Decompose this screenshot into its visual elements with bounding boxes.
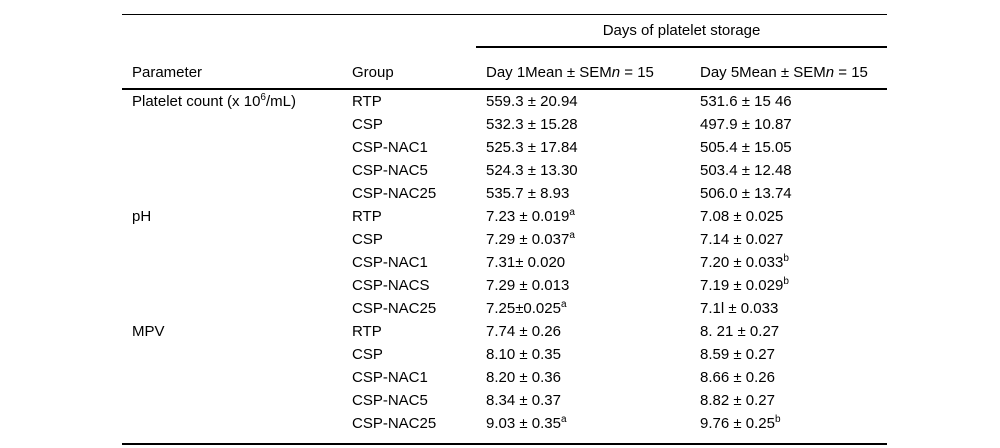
group-cell: CSP-NAC5 [352, 162, 428, 179]
table-row: CSP-NAC25 7.25±0.025a 7.1l ± 0.033 [122, 297, 887, 320]
parameter-cell [122, 113, 342, 136]
table-header: Days of platelet storage Parameter Group… [122, 14, 887, 90]
superscript-annotation: a [560, 299, 567, 310]
column-header-group: Group [342, 47, 476, 90]
day1-value-cell: 7.29 ± 0.013 [486, 277, 570, 294]
day1-value-cell: 7.74 ± 0.26 [486, 323, 561, 340]
table-body: Platelet count (x 106/mL) RTP 559.3 ± 20.9… [122, 89, 887, 444]
day1-value-cell: 8.20 ± 0.36 [486, 369, 561, 386]
group-cell: RTP [352, 93, 382, 110]
day5-value-cell: 8.82 ± 0.27 [700, 392, 775, 409]
day5-value-cell: 8. 21 ± 0.27 [700, 323, 780, 340]
parameter-cell: Platelet count (x 106/mL) [132, 92, 296, 111]
day1-value-cell: 524.3 ± 13.30 [486, 162, 578, 179]
italic-n: n [825, 64, 835, 81]
italic-n: n [611, 64, 621, 81]
group-cell: CSP-NAC25 [352, 185, 437, 202]
group-cell: CSP-NAC5 [352, 392, 428, 409]
day5-value-cell: 8.66 ± 0.26 [700, 369, 775, 386]
table-row: CSP-NACS 7.29 ± 0.013 7.19 ± 0.029b [122, 274, 887, 297]
parameter-cell: pH [132, 208, 152, 225]
superscript-annotation: b [783, 276, 789, 287]
group-cell: CSP [352, 231, 383, 248]
day1-value-cell: 525.3 ± 17.84 [486, 139, 578, 156]
group-cell: CSP-NAC25 [352, 415, 437, 432]
column-header-row: Parameter Group Day 1Mean ± SEMn = 15 Da… [122, 47, 887, 90]
table-row: pH RTP 7.23 ± 0.019a 7.08 ± 0.025 [122, 205, 887, 228]
superscript-annotation: b [774, 414, 781, 425]
table-row: CSP 7.29 ± 0.037a 7.14 ± 0.027 [122, 228, 887, 251]
column-header-parameter: Parameter [122, 47, 342, 90]
day5-value-cell: 7.14 ± 0.027 [700, 231, 784, 248]
table-row: CSP-NAC5 524.3 ± 13.30 503.4 ± 12.48 [122, 159, 887, 182]
day5-value-cell: 7.19 ± 0.029b [700, 276, 789, 295]
group-cell: CSP-NAC1 [352, 139, 428, 156]
day1-value-cell: 9.03 ± 0.35a [486, 414, 567, 433]
day1-value-cell: 532.3 ± 15.28 [486, 116, 578, 133]
parameter-cell [122, 389, 342, 412]
parameter-cell [122, 182, 342, 205]
column-header-day1: Day 1Mean ± SEMn = 15 [476, 47, 690, 90]
day5-value-cell: 503.4 ± 12.48 [700, 162, 792, 179]
day5-value-cell: 7.08 ± 0.025 [700, 208, 784, 225]
parameter-cell [122, 412, 342, 444]
spanner-header-row: Days of platelet storage [122, 14, 887, 48]
day1-value-cell: 8.34 ± 0.37 [486, 392, 561, 409]
day1-value-cell: 7.23 ± 0.019a [486, 207, 575, 226]
parameter-cell [122, 297, 342, 320]
superscript-annotation: a [560, 414, 567, 425]
group-cell: RTP [352, 208, 382, 225]
platelet-storage-table: Days of platelet storage Parameter Group… [122, 14, 887, 445]
group-cell: CSP-NACS [352, 277, 430, 294]
table-row: CSP 8.10 ± 0.35 8.59 ± 0.27 [122, 343, 887, 366]
table-row: CSP-NAC1 8.20 ± 0.36 8.66 ± 0.26 [122, 366, 887, 389]
table-row: CSP-NAC1 7.31± 0.020 7.20 ± 0.033b [122, 251, 887, 274]
group-cell: CSP [352, 116, 383, 133]
day5-value-cell: 497.9 ± 10.87 [700, 116, 792, 133]
group-cell: RTP [352, 323, 382, 340]
table-row: Platelet count (x 106/mL) RTP 559.3 ± 20.9… [122, 89, 887, 113]
table-row: CSP-NAC25 9.03 ± 0.35a 9.76 ± 0.25b [122, 412, 887, 444]
day5-value-cell: 531.6 ± 15 46 [700, 93, 792, 110]
day5-value-cell: 7.1l ± 0.033 [700, 300, 779, 317]
day1-value-cell: 7.29 ± 0.037a [486, 230, 575, 249]
day5-value-cell: 505.4 ± 15.05 [700, 139, 792, 156]
day5-value-cell: 7.20 ± 0.033b [700, 253, 789, 272]
spanner-header-cell: Days of platelet storage [476, 14, 887, 48]
table-row: CSP-NAC1 525.3 ± 17.84 505.4 ± 15.05 [122, 136, 887, 159]
column-header-day5: Day 5Mean ± SEMn = 15 [690, 47, 887, 90]
group-cell: CSP-NAC25 [352, 300, 437, 317]
day5-value-cell: 8.59 ± 0.27 [700, 346, 775, 363]
group-cell: CSP [352, 346, 383, 363]
day5-value-cell: 9.76 ± 0.25b [700, 414, 781, 433]
table-row: CSP 532.3 ± 15.28 497.9 ± 10.87 [122, 113, 887, 136]
day1-value-cell: 8.10 ± 0.35 [486, 346, 561, 363]
day1-value-cell: 535.7 ± 8.93 [486, 185, 570, 202]
table-row: MPV RTP 7.74 ± 0.26 8. 21 ± 0.27 [122, 320, 887, 343]
table-row: CSP-NAC5 8.34 ± 0.37 8.82 ± 0.27 [122, 389, 887, 412]
parameter-cell [122, 228, 342, 251]
superscript-annotation: a [569, 230, 575, 241]
parameter-cell [122, 343, 342, 366]
parameter-cell: MPV [132, 323, 165, 340]
table-row: CSP-NAC25 535.7 ± 8.93 506.0 ± 13.74 [122, 182, 887, 205]
day1-value-cell: 559.3 ± 20.94 [486, 93, 578, 110]
superscript-annotation: a [569, 207, 575, 218]
superscript-annotation: 6 [260, 92, 266, 103]
parameter-cell [122, 366, 342, 389]
day1-value-cell: 7.25±0.025a [486, 299, 567, 318]
parameter-cell [122, 274, 342, 297]
group-cell: CSP-NAC1 [352, 369, 428, 386]
parameter-cell [122, 136, 342, 159]
parameter-cell [122, 251, 342, 274]
day1-value-cell: 7.31± 0.020 [486, 254, 566, 271]
superscript-annotation: b [783, 253, 789, 264]
day5-value-cell: 506.0 ± 13.74 [700, 185, 792, 202]
parameter-cell [122, 159, 342, 182]
group-cell: CSP-NAC1 [352, 254, 428, 271]
spanner-empty-cell [122, 15, 476, 48]
